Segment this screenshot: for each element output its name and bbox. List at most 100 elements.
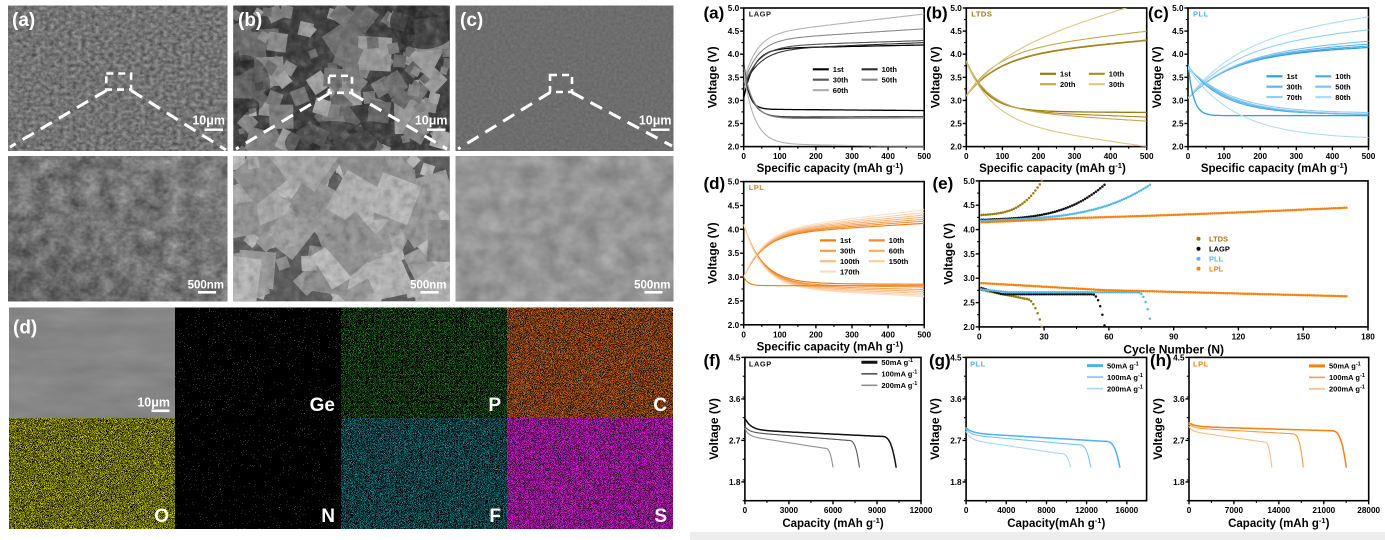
svg-text:1st: 1st	[833, 65, 844, 74]
svg-text:Voltage (V): Voltage (V)	[941, 223, 955, 285]
svg-text:0: 0	[741, 152, 746, 161]
svg-text:300: 300	[1068, 152, 1082, 161]
svg-text:30th: 30th	[840, 247, 856, 256]
svg-text:Specific capacity (mAh g-1): Specific capacity (mAh g-1)	[757, 161, 904, 175]
svg-text:(g): (g)	[929, 351, 951, 370]
svg-text:200mA g-1: 200mA g-1	[1329, 385, 1365, 394]
svg-text:Voltage (V): Voltage (V)	[928, 46, 942, 108]
svg-text:50mA g-1: 50mA g-1	[1329, 362, 1361, 371]
svg-text:C: C	[653, 395, 667, 416]
svg-text:50th: 50th	[882, 75, 898, 84]
svg-text:60th: 60th	[889, 247, 905, 256]
svg-text:4.5: 4.5	[963, 201, 975, 210]
svg-text:180: 180	[1361, 332, 1375, 341]
svg-text:90: 90	[1169, 332, 1179, 341]
svg-text:500: 500	[1140, 152, 1154, 161]
svg-text:100: 100	[1217, 152, 1231, 161]
svg-text:400: 400	[881, 152, 895, 161]
svg-text:10μm: 10μm	[137, 396, 170, 410]
svg-text:2.5: 2.5	[728, 120, 740, 129]
svg-text:0: 0	[741, 330, 746, 339]
svg-text:3.6: 3.6	[1173, 395, 1185, 404]
svg-text:3.5: 3.5	[950, 73, 962, 82]
svg-text:30: 30	[1040, 332, 1050, 341]
svg-text:10th: 10th	[1109, 70, 1125, 79]
svg-text:30th: 30th	[1287, 82, 1303, 91]
svg-text:Specific capacity (mAh g-1): Specific capacity (mAh g-1)	[979, 161, 1126, 175]
svg-text:0: 0	[964, 506, 969, 515]
svg-text:(d): (d)	[704, 174, 726, 193]
svg-text:(f): (f)	[704, 351, 721, 370]
svg-text:3.6: 3.6	[729, 395, 741, 404]
svg-text:10th: 10th	[882, 65, 898, 74]
svg-text:Capacity (mAh g-1): Capacity (mAh g-1)	[782, 516, 884, 530]
svg-text:4.0: 4.0	[963, 226, 975, 235]
svg-text:(c): (c)	[460, 10, 483, 31]
svg-text:6000: 6000	[824, 506, 843, 515]
svg-text:2.0: 2.0	[950, 143, 962, 152]
svg-text:2.7: 2.7	[950, 436, 962, 445]
svg-text:4.5: 4.5	[950, 353, 962, 362]
svg-text:PLL: PLL	[1193, 10, 1209, 19]
svg-text:Voltage (V): Voltage (V)	[1150, 46, 1164, 108]
svg-text:3.5: 3.5	[963, 250, 975, 259]
svg-text:16000: 16000	[1115, 506, 1138, 515]
svg-text:O: O	[154, 506, 169, 527]
svg-text:150: 150	[1296, 332, 1310, 341]
svg-text:Voltage (V): Voltage (V)	[1151, 398, 1165, 460]
svg-text:LTDS: LTDS	[1209, 235, 1228, 244]
svg-text:8000: 8000	[1037, 506, 1056, 515]
svg-text:70th: 70th	[1287, 93, 1303, 102]
svg-text:2.0: 2.0	[1172, 143, 1184, 152]
svg-text:200mA g-1: 200mA g-1	[881, 381, 917, 390]
svg-text:10th: 10th	[1335, 72, 1351, 81]
svg-text:Specific capacity (mAh g-1): Specific capacity (mAh g-1)	[757, 339, 904, 353]
svg-text:LAGP: LAGP	[749, 359, 772, 368]
svg-text:5.0: 5.0	[950, 4, 962, 13]
svg-text:80th: 80th	[1335, 93, 1351, 102]
svg-text:(h): (h)	[1150, 351, 1172, 370]
svg-text:4.5: 4.5	[1173, 353, 1185, 362]
svg-text:3.6: 3.6	[950, 395, 962, 404]
svg-text:1.8: 1.8	[1173, 478, 1185, 487]
svg-text:10μm: 10μm	[192, 114, 225, 128]
svg-text:Specific capacity (mAh g-1): Specific capacity (mAh g-1)	[1201, 161, 1348, 175]
svg-text:PLL: PLL	[970, 359, 986, 368]
svg-text:500: 500	[917, 330, 931, 339]
svg-text:Voltage (V): Voltage (V)	[928, 398, 942, 460]
svg-text:3.0: 3.0	[950, 96, 962, 105]
svg-text:Capacity(mAh g-1): Capacity(mAh g-1)	[1007, 516, 1105, 530]
svg-text:1st: 1st	[840, 236, 851, 245]
svg-text:N: N	[321, 506, 335, 527]
svg-text:500: 500	[1362, 152, 1376, 161]
svg-text:200: 200	[809, 152, 823, 161]
svg-text:28000: 28000	[1357, 506, 1380, 515]
svg-text:100: 100	[773, 330, 787, 339]
svg-text:7000: 7000	[1225, 506, 1244, 515]
svg-text:500nm: 500nm	[634, 280, 670, 292]
svg-text:500: 500	[917, 152, 931, 161]
svg-text:3000: 3000	[780, 506, 799, 515]
svg-text:PLL: PLL	[1209, 254, 1224, 263]
svg-text:2.7: 2.7	[729, 436, 741, 445]
svg-text:2.0: 2.0	[963, 323, 975, 332]
svg-text:0: 0	[1187, 506, 1192, 515]
svg-text:120: 120	[1232, 332, 1246, 341]
svg-text:5.0: 5.0	[728, 4, 740, 13]
svg-text:(a): (a)	[704, 4, 725, 23]
svg-text:Voltage (V): Voltage (V)	[706, 222, 720, 284]
svg-text:21000: 21000	[1312, 506, 1335, 515]
svg-text:4.0: 4.0	[728, 50, 740, 59]
svg-text:1.8: 1.8	[950, 478, 962, 487]
svg-text:(c): (c)	[1148, 4, 1169, 23]
svg-text:LTDS: LTDS	[971, 10, 992, 19]
svg-text:(d): (d)	[13, 318, 37, 339]
svg-text:60th: 60th	[833, 86, 849, 95]
svg-text:400: 400	[1104, 152, 1118, 161]
svg-text:5.0: 5.0	[963, 177, 975, 186]
svg-text:200mA g-1: 200mA g-1	[1107, 384, 1143, 393]
svg-text:4000: 4000	[997, 506, 1016, 515]
svg-text:LAGP: LAGP	[1209, 244, 1230, 253]
svg-text:Voltage (V): Voltage (V)	[706, 46, 720, 108]
svg-text:3.0: 3.0	[963, 274, 975, 283]
